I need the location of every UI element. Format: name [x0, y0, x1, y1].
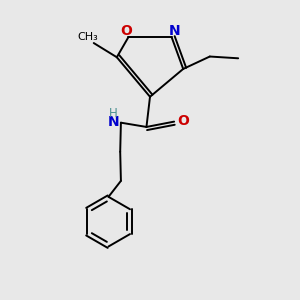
Text: N: N: [107, 115, 119, 129]
Text: O: O: [177, 114, 189, 128]
Text: N: N: [168, 24, 180, 38]
Text: H: H: [109, 107, 118, 120]
Text: CH₃: CH₃: [77, 32, 98, 42]
Text: O: O: [121, 24, 133, 38]
